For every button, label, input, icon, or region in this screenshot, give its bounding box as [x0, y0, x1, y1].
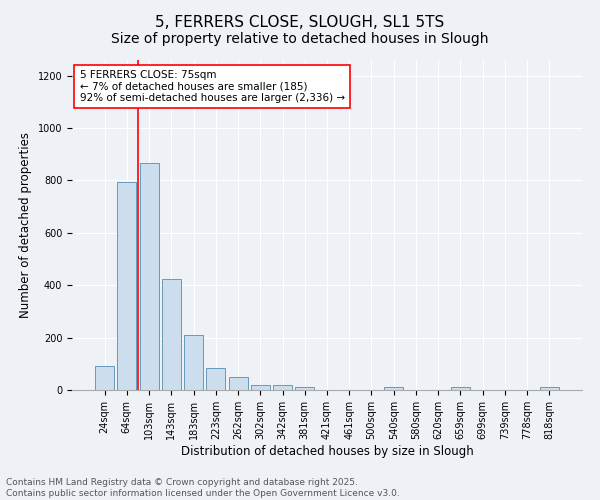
Bar	[184, 335, 203, 390]
Bar	[95, 366, 114, 390]
Bar	[118, 182, 136, 390]
Bar	[540, 388, 559, 390]
Text: 5 FERRERS CLOSE: 75sqm
← 7% of detached houses are smaller (185)
92% of semi-det: 5 FERRERS CLOSE: 75sqm ← 7% of detached …	[80, 70, 345, 103]
Bar	[140, 164, 158, 390]
Y-axis label: Number of detached properties: Number of detached properties	[19, 132, 32, 318]
Bar	[251, 385, 270, 390]
Bar	[229, 377, 248, 390]
Text: Size of property relative to detached houses in Slough: Size of property relative to detached ho…	[111, 32, 489, 46]
X-axis label: Distribution of detached houses by size in Slough: Distribution of detached houses by size …	[181, 444, 473, 458]
Bar	[162, 278, 181, 390]
Text: 5, FERRERS CLOSE, SLOUGH, SL1 5TS: 5, FERRERS CLOSE, SLOUGH, SL1 5TS	[155, 15, 445, 30]
Bar	[384, 388, 403, 390]
Bar	[273, 385, 292, 390]
Bar	[451, 388, 470, 390]
Text: Contains HM Land Registry data © Crown copyright and database right 2025.
Contai: Contains HM Land Registry data © Crown c…	[6, 478, 400, 498]
Bar	[295, 387, 314, 390]
Bar	[206, 368, 225, 390]
